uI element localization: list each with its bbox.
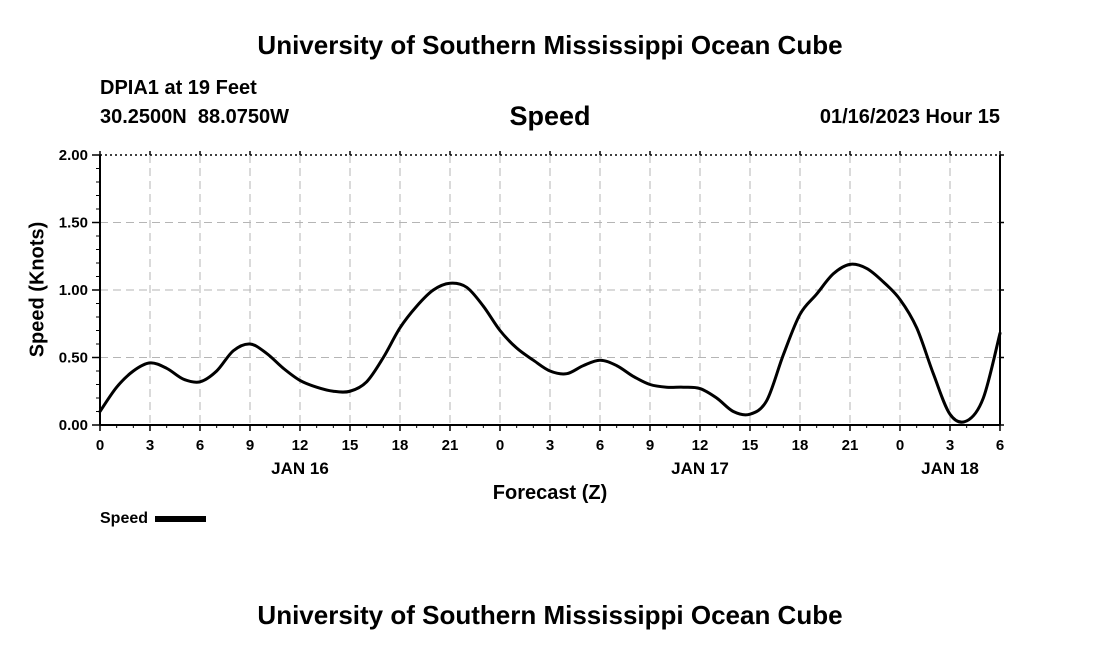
y-tick-label: 1.00 — [59, 282, 88, 299]
station-coords: 30.2500N 88.0750W — [100, 106, 290, 128]
x-tick-label: 9 — [246, 437, 254, 454]
x-tick-label: 6 — [996, 437, 1004, 454]
x-axis-label: Forecast (Z) — [492, 482, 608, 504]
x-tick-label: 15 — [742, 437, 759, 454]
header-title: University of Southern Mississippi Ocean… — [257, 30, 843, 60]
x-tick-label: 0 — [96, 437, 104, 454]
y-axis-label: Speed (Knots) — [26, 221, 49, 358]
chart-title: Speed — [509, 101, 591, 131]
x-tick-label: 9 — [646, 437, 654, 454]
legend-swatch — [155, 516, 207, 522]
y-tick-label: 0.00 — [59, 417, 88, 434]
legend: Speed — [100, 510, 207, 530]
y-tick-label: 2.00 — [59, 147, 88, 164]
footer-title: University of Southern Mississippi Ocean… — [257, 600, 843, 630]
x-tick-label: 0 — [496, 437, 504, 454]
x-tick-label: 12 — [692, 437, 709, 454]
station-name: DPIA1 at 19 Feet — [100, 77, 257, 99]
x-date-label: JAN 17 — [671, 459, 729, 478]
x-tick-label: 15 — [342, 437, 359, 454]
x-tick-label: 21 — [442, 437, 459, 454]
x-tick-label: 18 — [792, 437, 809, 454]
forecast-timestamp: 01/16/2023 Hour 15 — [819, 106, 1000, 128]
y-tick-label: 0.50 — [59, 350, 88, 367]
legend-label: Speed — [100, 510, 149, 527]
x-tick-label: 12 — [292, 437, 309, 454]
x-tick-label: 3 — [146, 437, 154, 454]
series-line-speed — [98, 262, 1002, 424]
x-date-label: JAN 16 — [271, 459, 329, 478]
x-tick-label: 6 — [596, 437, 604, 454]
x-tick-label: 0 — [896, 437, 904, 454]
x-tick-label: 3 — [946, 437, 954, 454]
x-tick-label: 6 — [196, 437, 204, 454]
x-tick-label: 21 — [842, 437, 859, 454]
y-tick-label: 1.50 — [59, 215, 88, 232]
x-tick-label: 18 — [392, 437, 409, 454]
x-date-label: JAN 18 — [921, 459, 979, 478]
x-tick-label: 3 — [546, 437, 554, 454]
